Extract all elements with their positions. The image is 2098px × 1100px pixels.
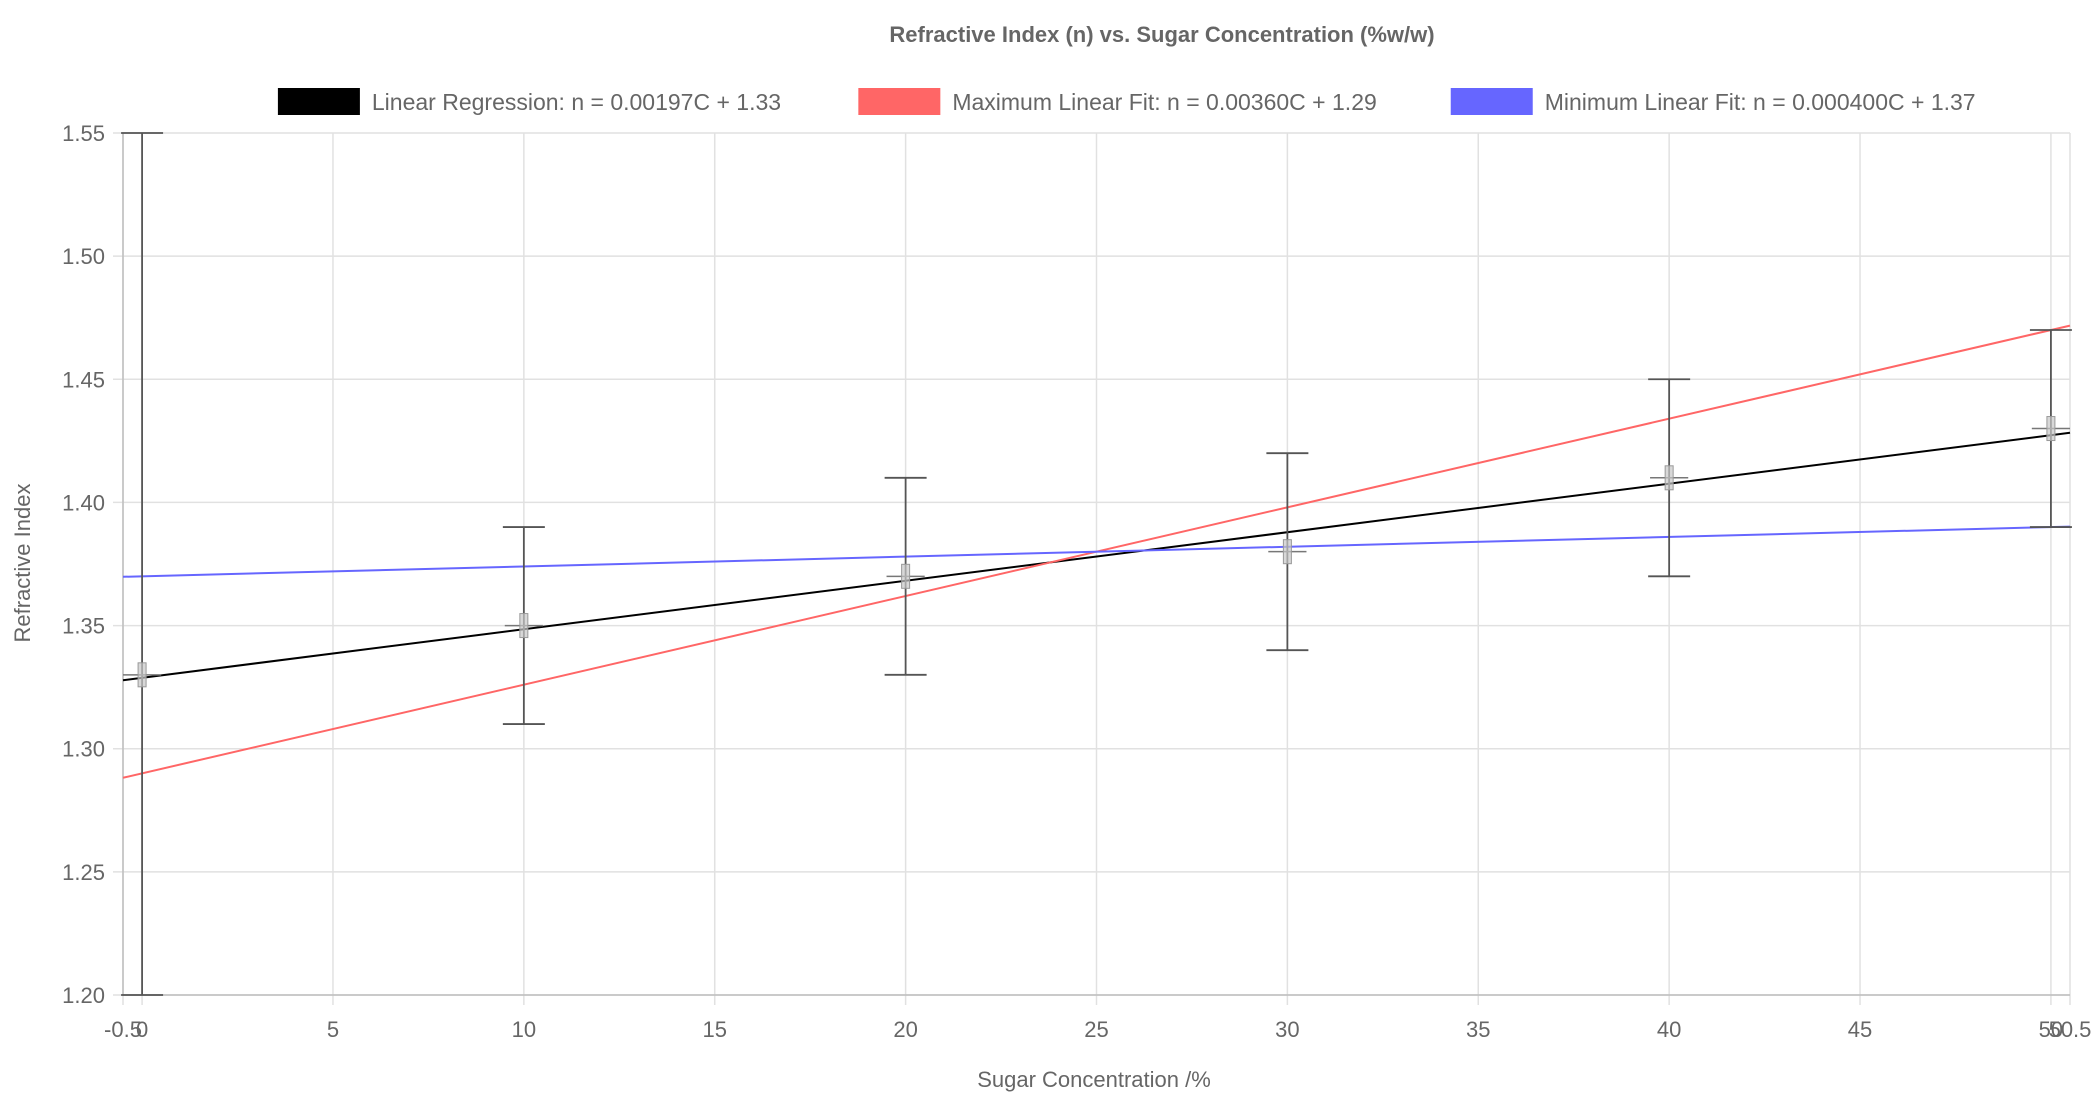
x-tick-label: 5 (327, 1017, 339, 1042)
x-tick-label: 20 (893, 1017, 917, 1042)
x-tick-label: 15 (702, 1017, 726, 1042)
y-tick-label: 1.50 (62, 244, 105, 269)
x-tick-label: 30 (1275, 1017, 1299, 1042)
data-point-group (1648, 378, 1691, 578)
x-tick-label: -0.5 (104, 1017, 142, 1042)
legend-maximum-fit: Maximum Linear Fit: n = 0.00360C + 1.29 (858, 88, 1377, 115)
legend-swatch (277, 88, 360, 115)
y-tick-labels: 1.20 1.25 1.30 1.35 1.40 1.45 1.50 1.55 (62, 121, 105, 1008)
y-axis-title: Refractive Index (10, 484, 35, 643)
x-tick-label: 50.5 (2049, 1017, 2092, 1042)
data-points (121, 132, 2072, 996)
x-tick-label: 50 (2039, 1017, 2063, 1042)
data-point-group (1266, 452, 1309, 652)
data-point-group (2029, 329, 2072, 528)
legend-label: Linear Regression: n = 0.00197C + 1.33 (372, 89, 781, 115)
y-tick-label: 1.45 (62, 367, 105, 392)
chart-title: Refractive Index (n) vs. Sugar Concentra… (889, 22, 1434, 47)
data-point-group (884, 476, 927, 676)
x-axis-title: Sugar Concentration /% (977, 1067, 1211, 1092)
data-point (1664, 465, 1674, 491)
y-tick-label: 1.55 (62, 121, 105, 146)
x-tick-label: 0 (136, 1017, 148, 1042)
data-point (901, 563, 911, 589)
legend-swatch (1450, 88, 1533, 115)
y-tick-label: 1.25 (62, 860, 105, 885)
x-tick-label: 45 (1848, 1017, 1872, 1042)
axes (122, 133, 2070, 996)
minimum-fit-line (122, 525, 2071, 578)
legend-label: Minimum Linear Fit: n = 0.000400C + 1.37 (1545, 89, 1976, 115)
x-tick-label: 40 (1657, 1017, 1681, 1042)
legend-linear-regression: Linear Regression: n = 0.00197C + 1.33 (277, 88, 781, 115)
data-point (137, 662, 147, 688)
linear-regression-line (122, 431, 2071, 682)
y-tick-label: 1.30 (62, 737, 105, 762)
y-tick-label: 1.35 (62, 614, 105, 639)
x-tick-label: 35 (1466, 1017, 1490, 1042)
y-tick-label: 1.20 (62, 983, 105, 1008)
x-tick-label: 10 (512, 1017, 536, 1042)
x-tick-label: 25 (1084, 1017, 1108, 1042)
legend-minimum-fit: Minimum Linear Fit: n = 0.000400C + 1.37 (1450, 88, 1976, 115)
data-point-group (502, 526, 545, 725)
data-point (1282, 539, 1292, 565)
legend: Linear Regression: n = 0.00197C + 1.33 Ma… (277, 88, 1976, 115)
legend-swatch (858, 88, 941, 115)
data-point (2046, 416, 2056, 442)
y-tick-label: 1.40 (62, 490, 105, 515)
legend-label: Maximum Linear Fit: n = 0.00360C + 1.29 (952, 89, 1376, 115)
data-point-group (121, 132, 164, 996)
data-point (519, 613, 529, 639)
fit-lines (122, 324, 2071, 779)
